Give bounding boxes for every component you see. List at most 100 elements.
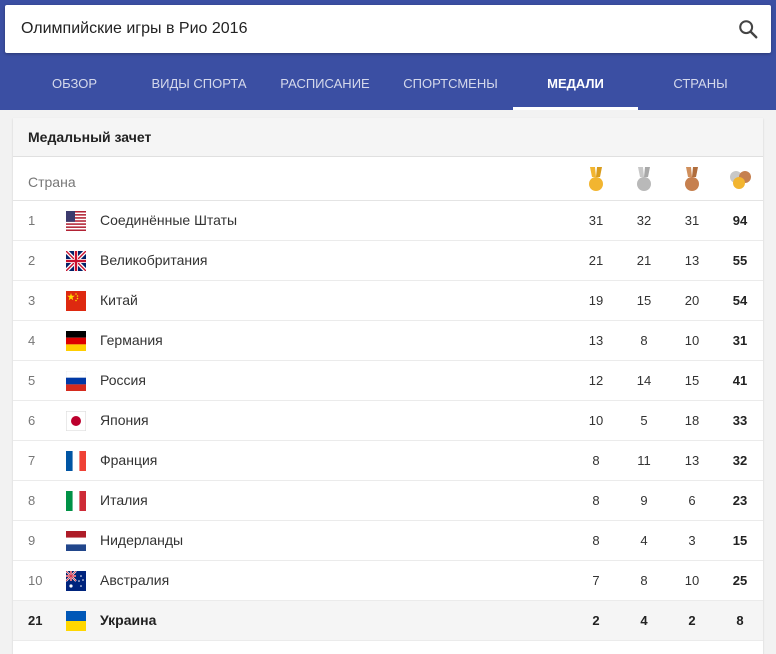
rank-cell: 5 xyxy=(28,373,36,388)
search-button[interactable] xyxy=(733,14,763,44)
gold-count: 12 xyxy=(588,373,604,388)
silver-count: 9 xyxy=(640,493,648,508)
country-name[interactable]: Австралия xyxy=(100,572,170,588)
gold-count: 8 xyxy=(592,453,600,468)
total-medals-icon xyxy=(730,171,751,189)
it-flag-icon xyxy=(66,491,86,511)
table-row[interactable]: 4 Германия 13 8 10 31 xyxy=(13,321,763,361)
country-name[interactable]: Италия xyxy=(100,492,148,508)
table-row[interactable]: 21 Украина 2 4 2 8 xyxy=(13,601,763,641)
table-row[interactable]: 9 Нидерланды 8 4 3 15 xyxy=(13,521,763,561)
total-count: 25 xyxy=(732,573,748,588)
gold-count: 2 xyxy=(592,613,600,628)
tab-bar: ОБЗОР ВИДЫ СПОРТА РАСПИСАНИЕ СПОРТСМЕНЫ … xyxy=(13,60,763,110)
table-row[interactable]: 7 Франция 8 11 13 32 xyxy=(13,441,763,481)
total-count: 94 xyxy=(732,213,748,228)
country-name[interactable]: Великобритания xyxy=(100,252,208,268)
table-row[interactable]: 3 Китай 19 15 20 54 xyxy=(13,281,763,321)
bronze-count: 13 xyxy=(684,453,700,468)
jp-flag-icon xyxy=(66,411,86,431)
search-input[interactable]: Олимпийские игры в Рио 2016 xyxy=(21,20,248,37)
bronze-count: 10 xyxy=(684,573,700,588)
country-name[interactable]: Китай xyxy=(100,292,138,308)
search-icon[interactable] xyxy=(737,18,759,40)
bronze-count: 6 xyxy=(688,493,696,508)
cn-flag-icon xyxy=(66,291,86,311)
bronze-count: 15 xyxy=(684,373,700,388)
country-name[interactable]: Франция xyxy=(100,452,158,468)
gb-flag-icon xyxy=(64,249,88,273)
silver-count: 4 xyxy=(640,533,648,548)
nl-flag-icon xyxy=(66,531,86,551)
rank-cell: 3 xyxy=(28,293,36,308)
rank-cell: 4 xyxy=(28,333,36,348)
table-row[interactable]: 1 Соединённые Штаты 31 32 31 94 xyxy=(13,201,763,241)
country-name[interactable]: Нидерланды xyxy=(100,532,184,548)
tab-athletes[interactable]: СПОРТСМЕНЫ xyxy=(403,76,498,91)
total-count: 31 xyxy=(732,333,748,348)
total-count: 8 xyxy=(736,613,744,628)
bronze-count: 2 xyxy=(688,613,696,628)
gold-medal-icon xyxy=(589,167,603,191)
table-row[interactable]: 8 Италия 8 9 6 23 xyxy=(13,481,763,521)
gold-count: 10 xyxy=(588,413,604,428)
search-box[interactable]: Олимпийские игры в Рио 2016 xyxy=(5,5,771,53)
rank-cell: 7 xyxy=(28,453,36,468)
silver-medal-icon xyxy=(637,167,651,191)
country-name[interactable]: Украина xyxy=(100,612,157,628)
table-row[interactable]: 2 Великобритания 21 21 13 55 xyxy=(13,241,763,281)
total-count: 54 xyxy=(732,293,748,308)
table-row[interactable]: 5 Россия 12 14 15 41 xyxy=(13,361,763,401)
de-flag-icon xyxy=(66,331,86,351)
silver-count: 14 xyxy=(636,373,652,388)
rank-cell: 8 xyxy=(28,493,36,508)
rank-cell: 21 xyxy=(28,613,43,628)
table-row[interactable]: 6 Япония 10 5 18 33 xyxy=(13,401,763,441)
gold-count: 7 xyxy=(592,573,600,588)
gold-count: 19 xyxy=(588,293,604,308)
ua-flag-icon xyxy=(66,611,86,631)
silver-count: 32 xyxy=(636,213,652,228)
total-count: 33 xyxy=(732,413,748,428)
silver-count: 8 xyxy=(640,573,648,588)
rank-cell: 9 xyxy=(28,533,36,548)
tab-schedule[interactable]: РАСПИСАНИЕ xyxy=(280,76,370,91)
silver-count: 11 xyxy=(637,453,651,468)
bronze-count: 3 xyxy=(688,533,696,548)
tab-medals[interactable]: МЕДАЛИ xyxy=(513,60,638,110)
rank-cell: 1 xyxy=(28,213,36,228)
country-name[interactable]: Россия xyxy=(100,372,146,388)
silver-count: 21 xyxy=(636,253,652,268)
gold-count: 21 xyxy=(588,253,604,268)
silver-count: 4 xyxy=(640,613,648,628)
bronze-count: 31 xyxy=(684,213,700,228)
total-count: 32 xyxy=(732,453,748,468)
tab-countries[interactable]: СТРАНЫ xyxy=(673,76,728,91)
silver-count: 5 xyxy=(640,413,648,428)
total-count: 41 xyxy=(732,373,748,388)
country-column-header: Страна xyxy=(28,174,76,190)
tab-sports[interactable]: ВИДЫ СПОРТА xyxy=(151,76,247,91)
country-name[interactable]: Япония xyxy=(100,412,149,428)
au-flag-icon xyxy=(65,570,86,591)
table-header: Страна xyxy=(13,158,763,201)
gold-count: 31 xyxy=(588,213,604,228)
silver-count: 8 xyxy=(640,333,648,348)
country-name[interactable]: Германия xyxy=(100,332,163,348)
gold-count: 13 xyxy=(588,333,604,348)
us-flag-icon xyxy=(66,211,86,232)
card-title: Медальный зачет xyxy=(13,118,763,157)
bronze-medal-icon xyxy=(685,167,699,191)
top-header: Олимпийские игры в Рио 2016 ОБЗОР ВИДЫ С… xyxy=(0,0,776,110)
total-count: 55 xyxy=(732,253,748,268)
rank-cell: 10 xyxy=(28,573,43,588)
bronze-count: 18 xyxy=(684,413,700,428)
total-count: 15 xyxy=(732,533,748,548)
fr-flag-icon xyxy=(66,451,86,471)
country-name[interactable]: Соединённые Штаты xyxy=(100,212,238,228)
gold-count: 8 xyxy=(592,493,600,508)
bronze-count: 13 xyxy=(684,253,700,268)
silver-count: 15 xyxy=(636,293,652,308)
table-row[interactable]: 10 Австралия 7 8 10 25 xyxy=(13,561,763,601)
tab-overview[interactable]: ОБЗОР xyxy=(52,76,97,91)
